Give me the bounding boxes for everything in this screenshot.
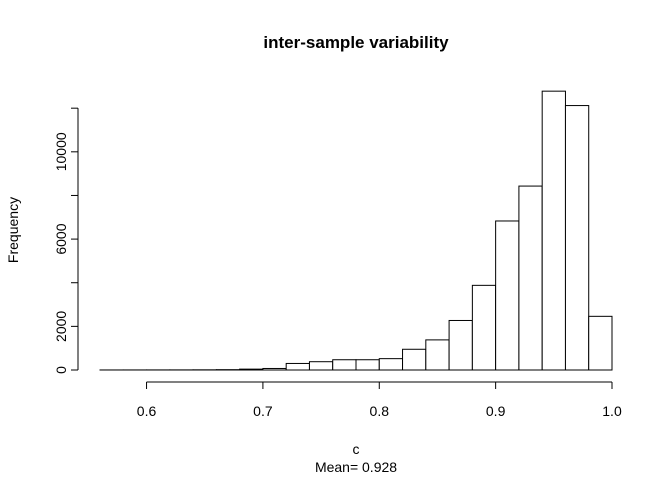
histogram-bar [262,367,287,371]
mean-label: Mean= 0.928 [315,459,397,475]
histogram-bar [308,361,334,371]
x-axis-label: c [353,441,360,457]
x-tick-label: 0.9 [486,403,506,419]
histogram-bar [541,90,566,371]
histogram-bar [518,185,543,371]
y-tick-label: 10000 [53,132,69,171]
histogram-bar [588,315,613,371]
y-tick-label: 0 [53,366,69,374]
x-tick-label: 0.6 [137,403,157,419]
y-tick-label: 6000 [53,223,69,254]
histogram-bar [402,348,427,371]
histogram-bar [564,105,590,371]
histogram-bar [471,284,497,371]
chart-title: inter-sample variability [263,33,449,52]
histogram-bar [378,358,404,371]
y-axis-label: Frequency [5,197,21,263]
x-tick-label: 0.8 [370,403,390,419]
y-tick-label: 2000 [53,311,69,342]
x-tick-label: 0.7 [253,403,273,419]
histogram-bar [239,368,264,371]
histogram-bar [495,220,520,371]
bars-group [99,90,613,371]
y-axis: 0 2000 6000 10000 [53,107,79,374]
x-axis: 0.6 0.7 0.8 0.9 1.0 [137,381,622,419]
histogram-bar [448,319,473,371]
histogram-bar [332,359,357,371]
x-tick-label: 1.0 [602,403,622,419]
histogram-bar [355,359,380,371]
histogram-bar [285,362,310,371]
histogram-bar [425,339,450,371]
